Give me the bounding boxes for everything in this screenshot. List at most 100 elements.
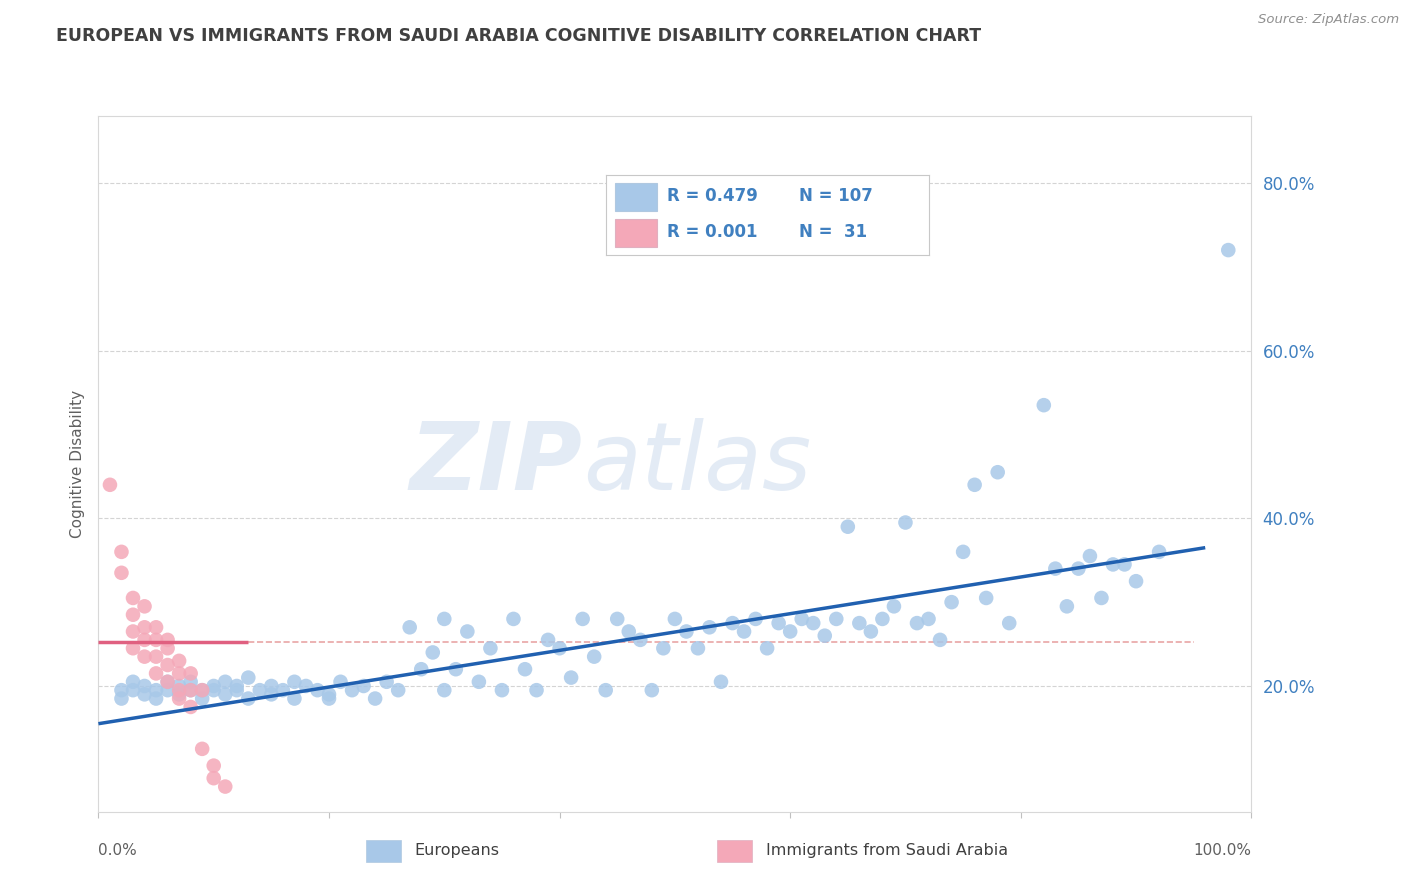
Point bbox=[318, 687, 340, 701]
Point bbox=[768, 616, 790, 631]
Point bbox=[156, 674, 179, 689]
Text: N = 107: N = 107 bbox=[800, 187, 873, 205]
Point bbox=[191, 742, 214, 756]
Point bbox=[156, 683, 179, 698]
Point bbox=[238, 671, 260, 685]
Point bbox=[156, 674, 179, 689]
Point bbox=[214, 780, 236, 794]
Point bbox=[271, 683, 294, 698]
Point bbox=[353, 679, 375, 693]
Point bbox=[214, 687, 236, 701]
Y-axis label: Cognitive Disability: Cognitive Disability bbox=[69, 390, 84, 538]
Point bbox=[307, 683, 329, 698]
Point bbox=[894, 516, 917, 530]
Point bbox=[202, 683, 225, 698]
Point bbox=[571, 612, 593, 626]
Point bbox=[537, 632, 560, 647]
Point bbox=[1090, 591, 1112, 605]
Point bbox=[1045, 561, 1067, 575]
Point bbox=[156, 641, 179, 656]
Point bbox=[145, 620, 167, 634]
Point bbox=[260, 687, 283, 701]
Point bbox=[156, 632, 179, 647]
Text: 0.0%: 0.0% bbox=[98, 843, 138, 858]
Point bbox=[628, 632, 651, 647]
Point bbox=[502, 612, 524, 626]
Point bbox=[110, 566, 132, 580]
Point bbox=[145, 632, 167, 647]
Point bbox=[180, 683, 202, 698]
Point bbox=[721, 616, 744, 631]
Point bbox=[974, 591, 997, 605]
Point bbox=[122, 683, 145, 698]
Point bbox=[814, 629, 837, 643]
Point bbox=[145, 666, 167, 681]
Point bbox=[560, 671, 582, 685]
Point bbox=[548, 641, 571, 656]
Point bbox=[686, 641, 709, 656]
Point bbox=[710, 674, 733, 689]
Text: Europeans: Europeans bbox=[415, 844, 499, 858]
Point bbox=[122, 674, 145, 689]
Point bbox=[848, 616, 870, 631]
Point bbox=[859, 624, 882, 639]
Point bbox=[202, 758, 225, 772]
Point bbox=[180, 674, 202, 689]
Point bbox=[249, 683, 271, 698]
Point bbox=[952, 545, 974, 559]
Point bbox=[398, 620, 420, 634]
Point bbox=[1067, 561, 1090, 575]
Text: Source: ZipAtlas.com: Source: ZipAtlas.com bbox=[1258, 13, 1399, 27]
Point bbox=[664, 612, 686, 626]
Point bbox=[122, 591, 145, 605]
Text: ZIP: ZIP bbox=[409, 417, 582, 510]
Point bbox=[790, 612, 813, 626]
Point bbox=[998, 616, 1021, 631]
Point bbox=[526, 683, 548, 698]
Point bbox=[122, 641, 145, 656]
Point bbox=[225, 679, 247, 693]
Point bbox=[468, 674, 491, 689]
Point bbox=[837, 519, 859, 533]
Point bbox=[134, 620, 156, 634]
Point bbox=[1218, 243, 1240, 257]
Point bbox=[606, 612, 628, 626]
Point bbox=[617, 624, 640, 639]
Point bbox=[375, 674, 398, 689]
Point bbox=[479, 641, 502, 656]
Point bbox=[433, 683, 456, 698]
Point bbox=[167, 679, 190, 693]
Point bbox=[513, 662, 536, 676]
Point bbox=[491, 683, 513, 698]
Point bbox=[145, 649, 167, 664]
Point bbox=[122, 607, 145, 622]
Point bbox=[191, 683, 214, 698]
Point bbox=[825, 612, 848, 626]
Point bbox=[134, 599, 156, 614]
Point bbox=[202, 679, 225, 693]
Point bbox=[167, 654, 190, 668]
Text: N =  31: N = 31 bbox=[800, 223, 868, 242]
Point bbox=[110, 683, 132, 698]
Bar bbox=[717, 839, 752, 863]
Point bbox=[180, 683, 202, 698]
Point bbox=[744, 612, 766, 626]
Point bbox=[444, 662, 467, 676]
Point bbox=[180, 666, 202, 681]
Point bbox=[145, 691, 167, 706]
Point bbox=[1114, 558, 1136, 572]
Point bbox=[641, 683, 664, 698]
Text: R = 0.479: R = 0.479 bbox=[666, 187, 758, 205]
Point bbox=[917, 612, 939, 626]
Point bbox=[595, 683, 617, 698]
Point bbox=[583, 649, 606, 664]
Point bbox=[699, 620, 721, 634]
Point bbox=[329, 674, 352, 689]
Point bbox=[110, 691, 132, 706]
Point bbox=[295, 679, 318, 693]
Point bbox=[134, 687, 156, 701]
Point bbox=[411, 662, 433, 676]
Point bbox=[167, 687, 190, 701]
Point bbox=[675, 624, 697, 639]
Text: atlas: atlas bbox=[582, 418, 811, 509]
